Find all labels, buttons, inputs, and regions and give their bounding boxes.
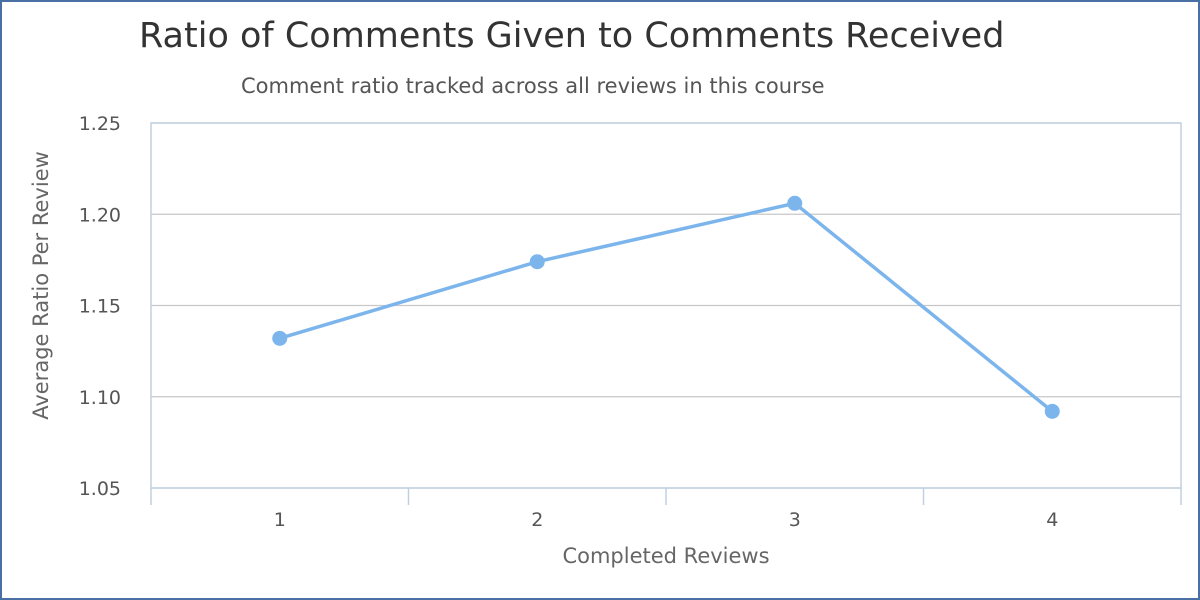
- gridlines: [150, 122, 1182, 489]
- x-axis: 1 2 3 4: [150, 488, 1182, 531]
- chart-title: Ratio of Comments Given to Comments Rece…: [139, 16, 1005, 56]
- y-axis-ticks: 1.05 1.10 1.15 1.20 1.25: [79, 113, 121, 500]
- data-point[interactable]: [272, 330, 288, 346]
- y-tick-label: 1.05: [79, 478, 121, 500]
- series-group: [272, 195, 1060, 419]
- data-point[interactable]: [1044, 403, 1060, 419]
- x-tick-label: 3: [789, 509, 801, 531]
- y-tick-label: 1.25: [79, 113, 121, 135]
- data-point[interactable]: [787, 195, 803, 211]
- series-line: [279, 201, 1054, 413]
- y-tick-label: 1.15: [79, 296, 121, 318]
- x-tick-label: 1: [274, 509, 286, 531]
- y-tick-label: 1.20: [79, 204, 121, 226]
- data-point[interactable]: [529, 254, 545, 270]
- chart-subtitle: Comment ratio tracked across all reviews…: [241, 74, 825, 98]
- x-tick-label: 4: [1046, 509, 1058, 531]
- y-axis-title: Average Ratio Per Review: [29, 151, 53, 420]
- x-axis-title: Completed Reviews: [562, 544, 769, 568]
- y-tick-label: 1.10: [79, 387, 121, 409]
- x-tick-label: 2: [531, 509, 543, 531]
